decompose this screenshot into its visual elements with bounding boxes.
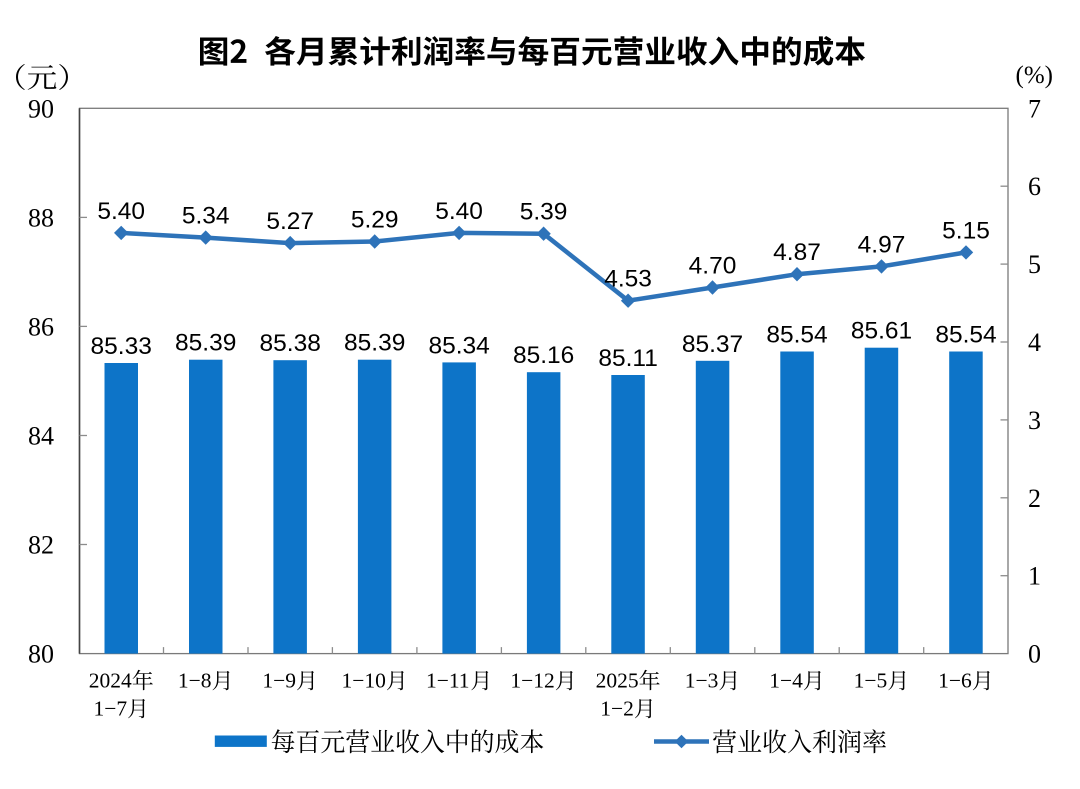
svg-text:85.11: 85.11 bbox=[598, 345, 658, 372]
svg-text:82: 82 bbox=[28, 531, 54, 560]
svg-text:1−4: 1−4 bbox=[769, 669, 803, 693]
svg-text:5.40: 5.40 bbox=[97, 198, 145, 225]
svg-text:2025: 2025 bbox=[596, 669, 639, 693]
svg-text:5: 5 bbox=[1028, 250, 1041, 279]
svg-text:85.54: 85.54 bbox=[935, 322, 996, 349]
svg-text:1−6: 1−6 bbox=[938, 669, 972, 693]
svg-text:1−10: 1−10 bbox=[341, 669, 385, 693]
svg-text:85.34: 85.34 bbox=[428, 332, 489, 359]
svg-text:85.33: 85.33 bbox=[91, 333, 152, 360]
svg-text:6: 6 bbox=[1028, 172, 1041, 201]
svg-text:2: 2 bbox=[1028, 484, 1041, 513]
svg-text:3: 3 bbox=[1028, 406, 1041, 435]
svg-text:85.16: 85.16 bbox=[513, 342, 574, 369]
svg-text:5.15: 5.15 bbox=[942, 217, 990, 244]
svg-text:2024: 2024 bbox=[89, 669, 132, 693]
svg-text:1−11: 1−11 bbox=[426, 669, 470, 693]
svg-text:85.37: 85.37 bbox=[682, 331, 743, 358]
svg-text:88: 88 bbox=[28, 203, 54, 232]
svg-text:80: 80 bbox=[28, 640, 54, 669]
svg-text:1−8: 1−8 bbox=[178, 669, 212, 693]
svg-text:85.38: 85.38 bbox=[260, 330, 321, 357]
svg-text:1−5: 1−5 bbox=[854, 669, 888, 693]
svg-text:(%): (%) bbox=[1016, 62, 1053, 89]
svg-text:5.29: 5.29 bbox=[351, 207, 399, 234]
svg-text:1−3: 1−3 bbox=[685, 669, 719, 693]
svg-text:1−7: 1−7 bbox=[93, 697, 127, 721]
svg-text:4.70: 4.70 bbox=[689, 253, 737, 280]
svg-text:5.27: 5.27 bbox=[266, 208, 314, 235]
svg-text:85.39: 85.39 bbox=[344, 330, 405, 357]
svg-text:5.39: 5.39 bbox=[520, 199, 568, 226]
svg-text:7: 7 bbox=[1028, 94, 1041, 123]
svg-text:86: 86 bbox=[28, 312, 54, 341]
svg-text:85.61: 85.61 bbox=[851, 318, 912, 345]
svg-text:1−12: 1−12 bbox=[510, 669, 554, 693]
svg-text:4.97: 4.97 bbox=[858, 231, 906, 258]
svg-text:4: 4 bbox=[1028, 328, 1041, 357]
svg-text:1: 1 bbox=[1028, 562, 1041, 591]
svg-text:5.34: 5.34 bbox=[182, 203, 230, 230]
svg-text:1−2: 1−2 bbox=[600, 697, 634, 721]
svg-text:90: 90 bbox=[28, 94, 54, 123]
svg-text:0: 0 bbox=[1028, 640, 1041, 669]
svg-text:5.40: 5.40 bbox=[435, 198, 483, 225]
svg-text:84: 84 bbox=[28, 422, 54, 451]
svg-text:1−9: 1−9 bbox=[262, 669, 296, 693]
svg-text:4.87: 4.87 bbox=[773, 239, 821, 266]
svg-text:85.54: 85.54 bbox=[766, 322, 827, 349]
svg-text:4.53: 4.53 bbox=[604, 266, 652, 293]
svg-text:85.39: 85.39 bbox=[175, 330, 236, 357]
